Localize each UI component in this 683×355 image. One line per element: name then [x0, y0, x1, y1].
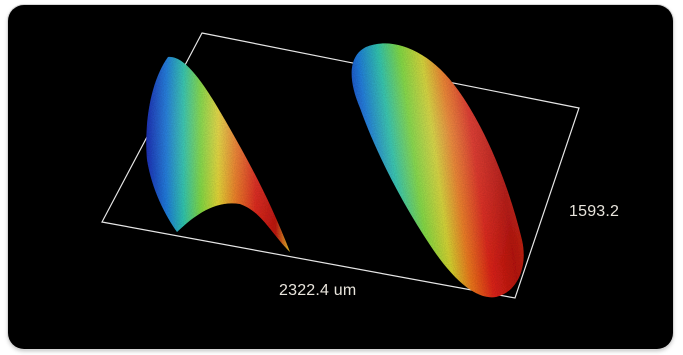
right-surface-feature	[351, 43, 524, 298]
bounding-box-outline	[101, 32, 580, 299]
left-surface-feature	[146, 56, 290, 252]
viewer-frame	[8, 5, 673, 349]
height-measurement-label: 1593.2	[569, 203, 620, 220]
width-measurement-label: 2322.4 um	[279, 282, 357, 299]
